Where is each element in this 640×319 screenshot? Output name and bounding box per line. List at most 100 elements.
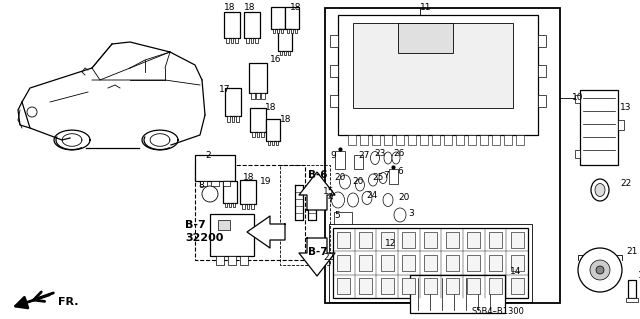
Text: 18: 18 <box>280 115 291 124</box>
Bar <box>424 278 437 294</box>
Text: 16: 16 <box>270 56 282 64</box>
Bar <box>240 180 256 204</box>
Bar <box>268 140 270 145</box>
Text: 20: 20 <box>334 174 346 182</box>
Bar <box>338 15 538 135</box>
Bar <box>285 7 299 29</box>
Bar <box>432 135 440 145</box>
Text: 18: 18 <box>265 103 276 113</box>
Circle shape <box>596 266 604 274</box>
Bar <box>244 12 260 38</box>
Bar <box>280 165 330 265</box>
Bar <box>228 203 231 207</box>
Bar <box>278 29 292 51</box>
Bar <box>284 50 286 55</box>
Bar <box>261 131 264 137</box>
Ellipse shape <box>591 179 609 201</box>
Text: 12: 12 <box>385 240 396 249</box>
Text: 20: 20 <box>352 177 364 187</box>
Bar <box>420 135 428 145</box>
Bar <box>580 90 618 165</box>
Bar <box>456 135 464 145</box>
Bar <box>242 204 245 209</box>
Bar <box>410 275 505 313</box>
Text: B-7: B-7 <box>308 247 328 257</box>
Bar <box>353 155 362 169</box>
Bar <box>398 23 453 53</box>
Text: 8: 8 <box>198 182 204 190</box>
Bar <box>252 131 255 137</box>
Bar <box>281 28 283 33</box>
Bar <box>359 278 372 294</box>
Bar <box>223 181 230 186</box>
Text: 21: 21 <box>626 248 637 256</box>
Circle shape <box>590 260 610 280</box>
Ellipse shape <box>379 173 387 183</box>
Bar <box>228 256 236 265</box>
Bar <box>538 95 546 107</box>
Bar <box>516 135 524 145</box>
Text: 18: 18 <box>243 174 255 182</box>
Text: 18: 18 <box>244 4 255 12</box>
Bar <box>445 232 459 248</box>
Bar <box>489 232 502 248</box>
Bar <box>249 63 267 93</box>
Bar <box>257 93 260 99</box>
Bar <box>261 93 265 99</box>
Ellipse shape <box>355 179 365 191</box>
Text: B-6: B-6 <box>308 170 328 180</box>
Bar <box>333 228 528 298</box>
Text: 22: 22 <box>323 253 334 262</box>
Bar <box>489 278 502 294</box>
Ellipse shape <box>383 194 393 206</box>
Bar <box>384 135 392 145</box>
Ellipse shape <box>371 152 380 165</box>
Text: 9: 9 <box>330 152 336 160</box>
Text: 11: 11 <box>420 4 431 12</box>
Bar <box>424 255 437 271</box>
Text: 3: 3 <box>408 209 413 218</box>
Text: 6: 6 <box>397 167 403 176</box>
Text: 25: 25 <box>372 173 383 182</box>
Bar <box>251 204 254 209</box>
Bar <box>273 28 275 33</box>
Text: 13: 13 <box>620 103 632 113</box>
Bar <box>626 298 638 302</box>
Ellipse shape <box>362 191 372 204</box>
Bar <box>271 7 285 29</box>
Text: 14: 14 <box>510 268 522 277</box>
Polygon shape <box>247 216 285 248</box>
Bar <box>337 232 350 248</box>
Bar <box>359 255 372 271</box>
Bar <box>266 119 280 141</box>
Bar <box>511 255 524 271</box>
Bar <box>511 278 524 294</box>
Text: 19: 19 <box>260 177 271 187</box>
Bar <box>445 255 459 271</box>
Bar <box>223 181 237 203</box>
Text: 1: 1 <box>638 271 640 279</box>
Bar <box>233 203 235 207</box>
Bar <box>403 278 415 294</box>
Circle shape <box>202 186 218 202</box>
Text: 18: 18 <box>224 4 236 12</box>
Ellipse shape <box>595 183 605 197</box>
Bar <box>575 150 580 158</box>
Ellipse shape <box>394 208 406 222</box>
Text: 2: 2 <box>205 151 211 160</box>
Text: 22: 22 <box>620 179 631 188</box>
Bar <box>538 65 546 77</box>
Bar <box>272 140 275 145</box>
Bar <box>538 35 546 47</box>
Bar <box>444 135 452 145</box>
Bar <box>257 131 259 137</box>
Bar <box>200 181 207 186</box>
Text: 4: 4 <box>328 192 333 202</box>
Bar <box>381 232 394 248</box>
Bar <box>218 220 230 230</box>
Bar <box>225 88 241 116</box>
Bar <box>195 155 235 181</box>
Text: FR.: FR. <box>58 297 79 307</box>
Bar <box>424 232 437 248</box>
Text: B-7: B-7 <box>185 220 205 230</box>
